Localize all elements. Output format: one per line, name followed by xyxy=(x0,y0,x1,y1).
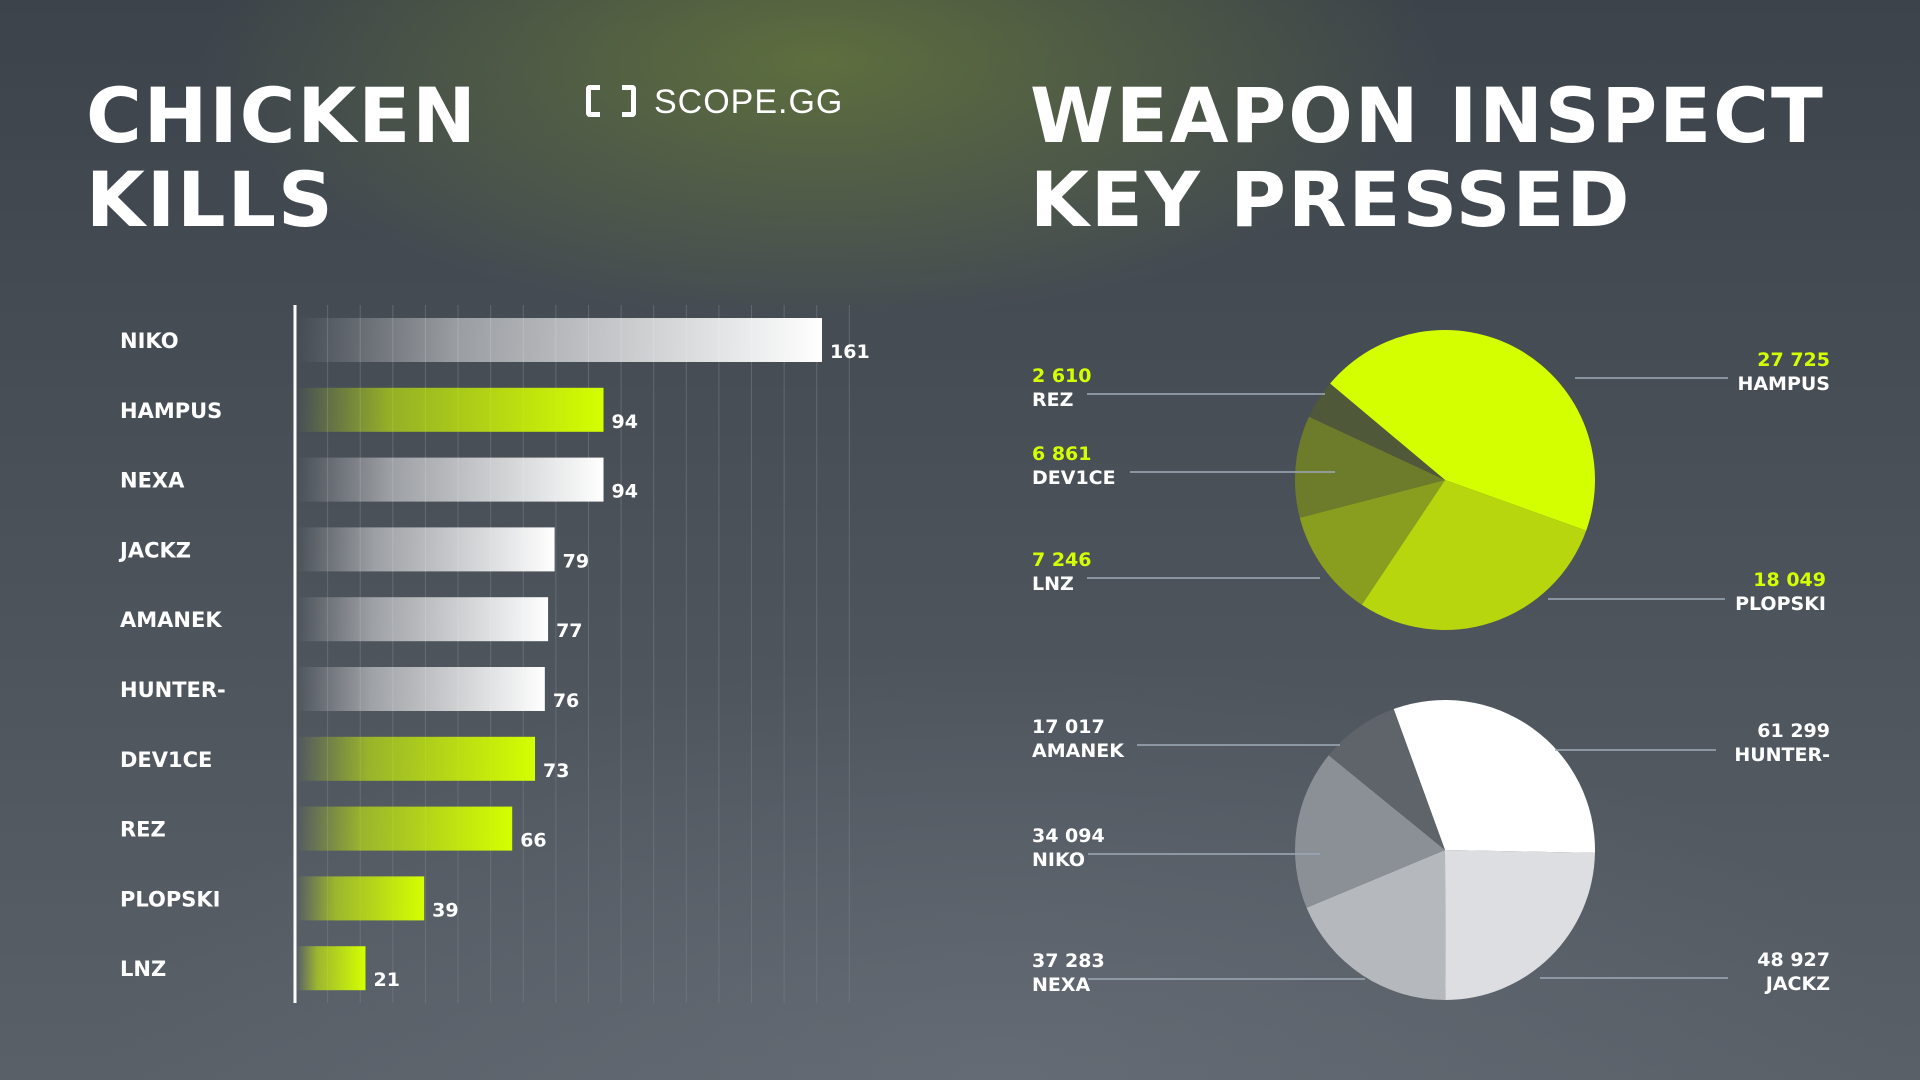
bar-category-label: REZ xyxy=(120,818,166,842)
bar-value-label: 94 xyxy=(612,481,638,503)
pie-slice xyxy=(1361,480,1587,630)
scope-logo: SCOPE.GG xyxy=(586,80,843,124)
bar-value-label: 76 xyxy=(553,690,579,712)
bar xyxy=(297,876,425,921)
bar-category-label: HUNTER- xyxy=(120,678,226,702)
bar-category-label: LNZ xyxy=(120,957,166,981)
bar-category-label: NIKO xyxy=(120,329,179,353)
bar-marks: NIKO 161 HAMPUS 94 NEXA 94 JACKZ 79 AMANEK 77 HUNT… xyxy=(118,318,870,991)
pie-value-label: 2 610 xyxy=(1032,365,1092,387)
bar xyxy=(297,527,555,572)
bar xyxy=(297,457,604,502)
pie-slice xyxy=(1294,416,1445,518)
pie-name-label: NIKO xyxy=(1032,849,1085,871)
bar-category-label: NEXA xyxy=(120,469,185,493)
pie-value-label: 61 299 xyxy=(1757,720,1830,742)
pie-value-label: 17 017 xyxy=(1032,716,1105,738)
pie-name-label: HUNTER- xyxy=(1734,744,1830,766)
bar xyxy=(297,318,822,362)
pie-name-label: LNZ xyxy=(1032,573,1074,595)
pie-slice xyxy=(1330,329,1595,531)
pie-slice xyxy=(1309,383,1445,480)
bar-value-label: 21 xyxy=(373,969,399,991)
bar-value-label: 79 xyxy=(563,550,589,572)
pie-value-label: 18 049 xyxy=(1753,569,1826,591)
bar xyxy=(297,736,536,781)
pie-name-label: PLOPSKI xyxy=(1735,593,1826,615)
pie-name-label: REZ xyxy=(1032,389,1073,411)
pie-value-label: 48 927 xyxy=(1757,949,1830,971)
bar xyxy=(297,806,513,851)
bar-value-label: 161 xyxy=(830,341,870,363)
pie-slice xyxy=(1295,755,1445,908)
bar-category-label: AMANEK xyxy=(120,608,222,632)
pie-slice xyxy=(1445,850,1595,1000)
pie-value-label: 6 861 xyxy=(1032,443,1092,465)
pie-name-label: JACKZ xyxy=(1764,973,1830,995)
title-line: WEAPON INSPECT xyxy=(1030,71,1825,160)
pie-value-label: 34 094 xyxy=(1032,825,1105,847)
bar-value-label: 66 xyxy=(520,830,546,852)
chicken-kills-title: CHICKEN KILLS xyxy=(86,74,478,242)
pie-value-label: 37 283 xyxy=(1032,950,1105,972)
bar-category-label: DEV1CE xyxy=(120,748,212,772)
pie-name-label: AMANEK xyxy=(1032,740,1125,762)
bar xyxy=(297,946,366,991)
title-line: KILLS xyxy=(86,155,335,244)
pie-name-label: HAMPUS xyxy=(1737,373,1830,395)
bar xyxy=(297,667,545,711)
bar xyxy=(297,597,549,642)
title-line: CHICKEN xyxy=(86,71,478,160)
pie-slice xyxy=(1299,480,1445,605)
pie-slice xyxy=(1306,850,1446,1001)
bar-value-label: 94 xyxy=(612,411,638,433)
bar xyxy=(297,387,604,432)
weapon-inspect-title: WEAPON INSPECT KEY PRESSED xyxy=(1030,74,1825,242)
bar-value-label: 77 xyxy=(556,620,582,642)
title-line: KEY PRESSED xyxy=(1030,155,1632,244)
pie-value-label: 27 725 xyxy=(1757,349,1830,371)
bar-value-label: 73 xyxy=(543,760,569,782)
bar-category-label: HAMPUS xyxy=(120,399,222,423)
bar-value-label: 39 xyxy=(432,899,458,921)
bar-category-label: PLOPSKI xyxy=(120,887,220,911)
bar-category-label: JACKZ xyxy=(118,538,191,562)
pie-name-label: NEXA xyxy=(1032,974,1091,996)
bar-gridlines xyxy=(327,305,850,1003)
pie-slice xyxy=(1393,700,1595,853)
pie-slice xyxy=(1328,709,1445,850)
pie-value-label: 7 246 xyxy=(1032,549,1092,571)
scope-bracket-icon xyxy=(586,83,636,121)
pie-name-label: DEV1CE xyxy=(1032,467,1116,489)
logo-text: SCOPE.GG xyxy=(654,82,844,121)
